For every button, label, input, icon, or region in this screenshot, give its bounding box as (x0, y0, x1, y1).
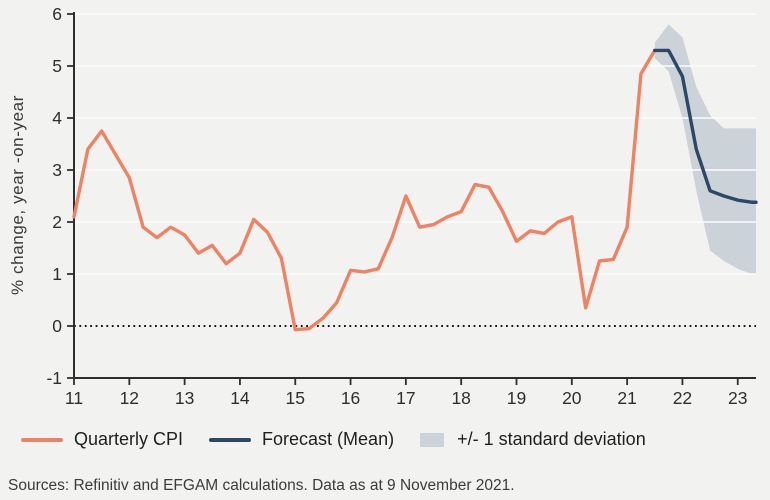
y-tick-label: 0 (52, 316, 62, 336)
source-note: Sources: Refinitiv and EFGAM calculation… (8, 477, 515, 494)
x-tick-label: 14 (230, 388, 250, 408)
y-tick-label: 5 (52, 56, 62, 76)
x-tick-label: 20 (562, 388, 582, 408)
chart-legend: Quarterly CPI Forecast (Mean) +/- 1 stan… (21, 429, 646, 450)
x-tick-label: 23 (728, 388, 747, 408)
y-tick-label: 6 (52, 4, 62, 24)
x-tick-label: 21 (617, 388, 636, 408)
x-tick-label: 17 (396, 388, 415, 408)
y-axis-title: % change, year -on-year (8, 95, 27, 295)
legend-item-std-deviation: +/- 1 standard deviation (420, 429, 646, 450)
y-tick-label: 3 (52, 160, 62, 180)
legend-label-std-deviation: +/- 1 standard deviation (457, 429, 646, 449)
x-tick-label: 11 (65, 388, 83, 408)
x-tick-label: 18 (451, 388, 470, 408)
legend-item-forecast-mean: Forecast (Mean) (209, 429, 394, 450)
series-quarterly-cpi (72, 48, 657, 332)
y-tick-label: 2 (52, 212, 62, 232)
quarterly-cpi-line-swatch (21, 437, 63, 442)
std-deviation-box-swatch (420, 432, 445, 447)
x-tick-label: 13 (175, 388, 194, 408)
legend-item-quarterly-cpi: Quarterly CPI (21, 429, 183, 450)
y-tick-label: 1 (52, 264, 62, 284)
x-tick-label: 12 (120, 388, 139, 408)
x-tick-label: 22 (673, 388, 692, 408)
series-forecast-mean- (653, 48, 758, 204)
legend-label-forecast-mean: Forecast (Mean) (262, 429, 395, 449)
std-deviation-band (654, 24, 756, 275)
y-tick-label: 4 (52, 108, 62, 128)
y-tick-label: -1 (46, 368, 62, 388)
x-tick-label: 15 (286, 388, 305, 408)
forecast-mean-line-swatch (209, 437, 252, 442)
legend-label-quarterly-cpi: Quarterly CPI (74, 429, 184, 449)
x-tick-label: 16 (341, 388, 360, 408)
x-tick-label: 19 (507, 388, 526, 408)
